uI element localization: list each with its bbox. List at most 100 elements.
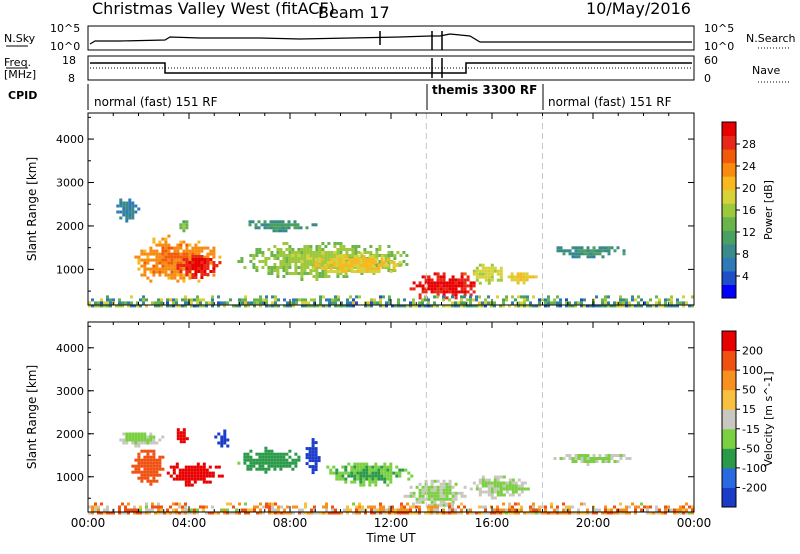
data-cell bbox=[200, 273, 204, 276]
data-cell bbox=[595, 457, 599, 460]
data-cell bbox=[397, 301, 400, 305]
data-cell bbox=[397, 298, 400, 302]
data-cell bbox=[598, 457, 602, 460]
data-cell bbox=[442, 479, 446, 483]
data-cell bbox=[167, 234, 171, 238]
data-cell bbox=[562, 457, 566, 460]
data-cell bbox=[436, 275, 440, 279]
data-cell bbox=[288, 260, 292, 263]
data-cell bbox=[182, 252, 186, 256]
data-cell bbox=[398, 264, 402, 267]
data-cell bbox=[88, 511, 91, 515]
data-cell bbox=[469, 511, 472, 515]
data-cell bbox=[373, 511, 376, 515]
data-cell bbox=[592, 304, 595, 308]
data-cell bbox=[580, 460, 584, 463]
data-cell bbox=[353, 255, 357, 258]
freq-label-2: [MHz] bbox=[4, 68, 36, 81]
data-cell bbox=[128, 213, 132, 217]
data-cell bbox=[460, 511, 463, 515]
data-cell bbox=[155, 473, 159, 477]
data-cell bbox=[616, 304, 619, 308]
data-cell bbox=[493, 490, 497, 494]
data-cell bbox=[676, 304, 679, 308]
data-cell bbox=[164, 255, 168, 259]
data-cell bbox=[149, 441, 153, 445]
data-cell bbox=[152, 449, 156, 453]
data-cell bbox=[297, 455, 301, 459]
data-cell bbox=[345, 248, 349, 251]
data-cell bbox=[679, 508, 682, 512]
data-cell bbox=[430, 290, 434, 294]
data-cell bbox=[418, 296, 422, 300]
data-cell bbox=[427, 503, 431, 507]
data-cell bbox=[436, 488, 440, 492]
data-cell bbox=[568, 508, 571, 512]
data-cell bbox=[586, 454, 590, 457]
data-cell bbox=[622, 511, 625, 515]
data-cell bbox=[499, 493, 503, 497]
data-cell bbox=[130, 508, 133, 512]
data-cell bbox=[544, 298, 547, 302]
data-cell bbox=[304, 511, 307, 515]
data-cell bbox=[279, 455, 283, 459]
data-cell bbox=[469, 508, 472, 512]
colorbar-tick-label: -100 bbox=[742, 462, 767, 475]
data-cell bbox=[559, 511, 562, 515]
data-cell bbox=[140, 449, 144, 453]
data-cell bbox=[493, 266, 497, 270]
data-cell bbox=[445, 482, 449, 486]
data-cell bbox=[176, 434, 180, 438]
data-cell bbox=[341, 255, 345, 258]
data-cell bbox=[270, 452, 274, 456]
data-cell bbox=[127, 304, 130, 308]
data-cell bbox=[118, 304, 121, 308]
data-cell bbox=[128, 198, 132, 202]
data-cell bbox=[269, 226, 273, 230]
data-cell bbox=[253, 304, 256, 308]
data-cell bbox=[140, 441, 144, 445]
data-cell bbox=[433, 500, 437, 504]
data-cell bbox=[344, 468, 348, 472]
data-cell bbox=[676, 301, 679, 305]
data-cell bbox=[481, 475, 485, 479]
data-cell bbox=[182, 255, 186, 259]
data-cell bbox=[519, 272, 523, 276]
data-cell bbox=[118, 511, 121, 515]
data-cell bbox=[478, 481, 482, 485]
data-cell bbox=[161, 255, 165, 259]
data-cell bbox=[303, 245, 307, 248]
data-cell bbox=[190, 465, 194, 469]
data-cell bbox=[439, 500, 443, 504]
data-cell bbox=[292, 301, 295, 305]
data-cell bbox=[493, 269, 497, 273]
data-cell bbox=[389, 474, 393, 478]
data-cell bbox=[286, 511, 289, 515]
data-cell bbox=[310, 298, 313, 302]
data-cell bbox=[187, 511, 190, 515]
data-cell bbox=[119, 210, 123, 214]
data-cell bbox=[282, 458, 286, 462]
data-cell bbox=[457, 491, 461, 495]
data-cell bbox=[439, 290, 443, 294]
data-cell bbox=[200, 264, 204, 267]
data-cell bbox=[371, 270, 375, 273]
data-cell bbox=[285, 452, 289, 456]
data-cell bbox=[194, 261, 198, 264]
data-cell bbox=[676, 511, 679, 515]
data-cell bbox=[655, 295, 658, 299]
data-cell bbox=[160, 511, 163, 515]
data-cell bbox=[199, 298, 202, 302]
data-cell bbox=[586, 463, 590, 466]
data-cell bbox=[526, 295, 529, 299]
data-cell bbox=[490, 269, 494, 273]
data-cell bbox=[634, 298, 637, 302]
data-cell bbox=[352, 298, 355, 302]
data-cell bbox=[571, 252, 575, 256]
data-cell bbox=[134, 467, 138, 471]
data-cell bbox=[247, 301, 250, 305]
data-cell bbox=[604, 249, 608, 253]
data-cell bbox=[297, 260, 301, 263]
data-cell bbox=[499, 484, 503, 488]
colorbar-tick-label: 4 bbox=[742, 270, 749, 283]
